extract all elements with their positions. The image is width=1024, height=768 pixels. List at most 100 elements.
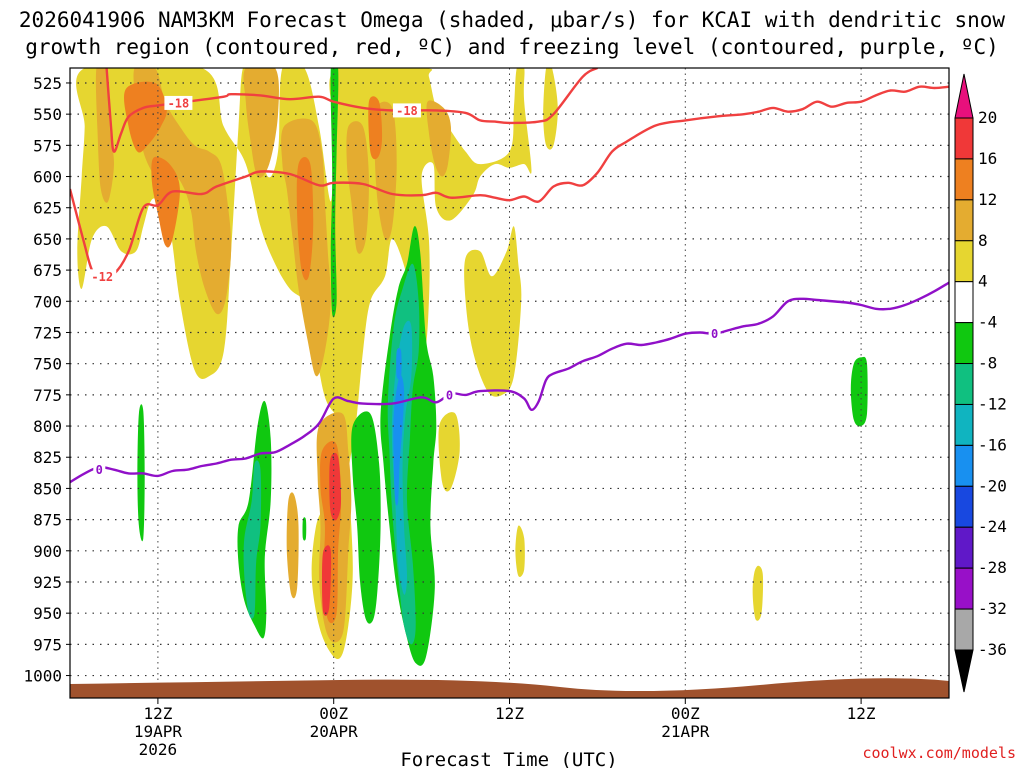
y-tick-label: 575 (33, 136, 62, 155)
y-tick-label: 675 (33, 261, 62, 280)
omega-region-pos-6-3 (543, 68, 558, 150)
colorbar-bin (954, 240, 974, 283)
contour-label: 0 (708, 326, 721, 341)
colorbar-level-label: -8 (978, 354, 997, 373)
omega-region-pos-10-13 (286, 492, 299, 599)
contour-label: 0 (93, 462, 106, 477)
colorbar-level-label: -12 (978, 394, 1007, 413)
omega-region-pos-14-15 (124, 81, 167, 153)
omega-region-pos-6-1 (438, 412, 460, 492)
svg-text:0: 0 (711, 327, 718, 341)
colorbar-bin (954, 444, 974, 487)
colorbar-level-label: -16 (978, 435, 1007, 454)
colorbar-level-label: -36 (978, 640, 1007, 659)
colorbar-level-label: -28 (978, 558, 1007, 577)
y-tick-label: 975 (33, 635, 62, 654)
y-tick-label: 625 (33, 199, 62, 218)
colorbar-bin (954, 199, 974, 242)
y-tick-label: 925 (33, 573, 62, 592)
x-axis-label: Forecast Time (UTC) (400, 749, 617, 768)
y-tick-label: 750 (33, 355, 62, 374)
colorbar-bin (954, 322, 974, 365)
omega-region-pos-14-17 (296, 157, 314, 281)
contour-label: -18 (392, 103, 421, 118)
omega-region-neg-6-22 (330, 68, 339, 318)
colorbar-level-label: 20 (978, 108, 997, 127)
svg-text:-18: -18 (396, 104, 418, 118)
colorbar: 20 16 12 8 4 -4 -8 -12 -16 -20 -24 -28 -32 -36 (954, 73, 1007, 693)
colorbar-bin (954, 608, 974, 651)
plot-area: -18 -18 -12 0 0 0 (70, 68, 949, 698)
colorbar-level-label: -20 (978, 476, 1007, 495)
x-tick-label: 12Z (495, 704, 524, 723)
x-tick-label: 00Z 21APR (661, 704, 710, 741)
terrain-band (70, 678, 949, 698)
omega-region-pos-6-0 (76, 68, 532, 660)
colorbar-bottom-arrow (954, 649, 974, 693)
colorbar-bin (954, 526, 974, 569)
chart-title-line2: growth region (contoured, red, ºC) and f… (25, 35, 999, 59)
svg-text:-18: -18 (168, 96, 190, 110)
colorbar-bin (954, 403, 974, 446)
contour-label: 0 (443, 387, 456, 402)
colorbar-level-label: -24 (978, 517, 1007, 536)
colorbar-level-label: -32 (978, 599, 1007, 618)
colorbar-bin (954, 363, 974, 405)
omega-region-pos-14-16 (151, 156, 180, 248)
y-tick-label: 775 (33, 386, 62, 405)
y-tick-label: 700 (33, 292, 62, 311)
omega-region-neg-6-26 (351, 411, 381, 624)
contour-label: -12 (88, 269, 117, 284)
omega-region-pos-18-21 (322, 545, 332, 616)
chart-title-line1: 2026041906 NAM3KM Forecast Omega (shaded… (19, 8, 1006, 32)
colorbar-top-arrow (954, 73, 974, 119)
x-tick-label: 12Z 19APR 2026 (134, 704, 183, 759)
colorbar-level-label: 16 (978, 149, 997, 168)
y-tick-label: 725 (33, 323, 62, 342)
colorbar-level-label: 12 (978, 190, 997, 209)
omega-region-pos-10-6 (95, 68, 115, 203)
contour-freezing-level (70, 281, 949, 484)
omega-region-neg-10-29 (243, 460, 262, 619)
y-tick-label: 950 (33, 604, 62, 623)
omega-region-pos-14-18 (368, 96, 383, 160)
svg-text:0: 0 (96, 463, 103, 477)
colorbar-bin (954, 117, 974, 160)
x-tick-label: 00Z 20APR (310, 704, 359, 741)
colorbar-level-label: -4 (978, 313, 997, 332)
omega-region-neg-6-25 (302, 517, 307, 541)
y-tick-label: 650 (33, 230, 62, 249)
x-tick-label: 12Z (847, 704, 876, 723)
y-tick-label: 1000 (23, 667, 62, 686)
omega-region-neg-18-33 (396, 348, 402, 380)
y-tick-label: 850 (33, 479, 62, 498)
y-tick-label: 875 (33, 511, 62, 530)
omega-region-pos-6-2 (464, 226, 522, 397)
svg-text:0: 0 (446, 388, 453, 402)
y-tick-label: 900 (33, 542, 62, 561)
contour-label: -18 (164, 95, 193, 110)
colorbar-level-label: 4 (978, 272, 988, 291)
colorbar-bin (954, 567, 974, 610)
omega-region-pos-18-20 (329, 452, 342, 521)
axes: 525 550 575 600 625 650 675 700 725 750 775 800 825 8… (23, 67, 950, 759)
colorbar-level-label: 8 (978, 231, 988, 250)
omega-region-pos-10-10 (346, 121, 369, 254)
colorbar-bin (954, 485, 974, 528)
omega-region-pos-6-5 (752, 565, 764, 621)
omega-region-neg-6-28 (850, 356, 868, 427)
svg-text:-12: -12 (91, 270, 113, 284)
contour-dgz-minus12-boundary (70, 85, 949, 279)
omega-region-neg-18-32 (393, 375, 405, 506)
y-tick-label: 600 (33, 168, 62, 187)
contour-dgz-minus18-top (105, 68, 599, 153)
colorbar-bin (954, 281, 974, 324)
y-tick-label: 550 (33, 105, 62, 124)
source-credit[interactable]: coolwx.com/models (862, 744, 1016, 762)
y-tick-label: 800 (33, 417, 62, 436)
y-tick-label: 525 (33, 74, 62, 93)
colorbar-bin (954, 158, 974, 201)
y-tick-label: 825 (33, 448, 62, 467)
omega-region-pos-10-12 (426, 100, 452, 177)
